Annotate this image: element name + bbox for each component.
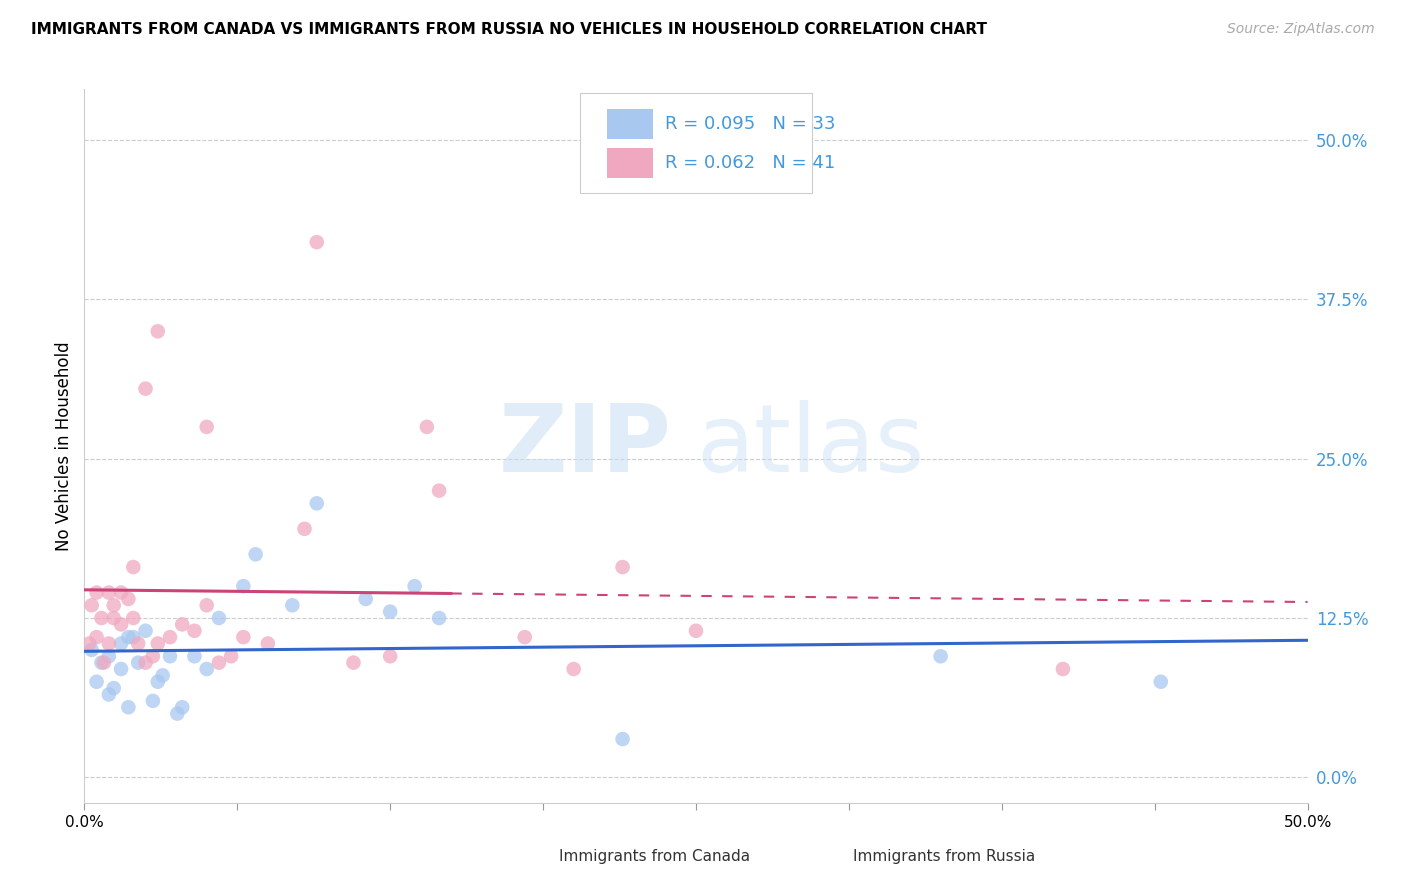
Point bbox=[416, 420, 439, 434]
Point bbox=[159, 630, 181, 644]
Point bbox=[257, 636, 280, 650]
Text: R = 0.062   N = 41: R = 0.062 N = 41 bbox=[665, 154, 835, 172]
FancyBboxPatch shape bbox=[513, 847, 550, 865]
Point bbox=[183, 624, 205, 638]
Point bbox=[142, 694, 165, 708]
Point bbox=[103, 611, 125, 625]
Point bbox=[97, 636, 120, 650]
Point bbox=[86, 674, 108, 689]
Point bbox=[146, 636, 169, 650]
Point bbox=[159, 649, 181, 664]
Point bbox=[208, 611, 231, 625]
Point bbox=[195, 420, 218, 434]
Point bbox=[117, 700, 139, 714]
Point bbox=[117, 630, 139, 644]
Point bbox=[90, 611, 112, 625]
Point bbox=[281, 599, 304, 613]
Point bbox=[122, 611, 145, 625]
Point bbox=[208, 656, 231, 670]
Point bbox=[232, 579, 254, 593]
FancyBboxPatch shape bbox=[606, 148, 654, 178]
Point bbox=[354, 591, 377, 606]
Point bbox=[146, 324, 169, 338]
Point bbox=[172, 700, 194, 714]
Point bbox=[195, 662, 218, 676]
Point bbox=[612, 732, 634, 747]
Point bbox=[1150, 674, 1173, 689]
Point bbox=[166, 706, 188, 721]
Text: ZIP: ZIP bbox=[499, 400, 672, 492]
Text: R = 0.095   N = 33: R = 0.095 N = 33 bbox=[665, 115, 837, 133]
Point bbox=[110, 617, 132, 632]
Point bbox=[86, 630, 108, 644]
Point bbox=[90, 656, 112, 670]
Text: IMMIGRANTS FROM CANADA VS IMMIGRANTS FROM RUSSIA NO VEHICLES IN HOUSEHOLD CORREL: IMMIGRANTS FROM CANADA VS IMMIGRANTS FRO… bbox=[31, 22, 987, 37]
Point bbox=[685, 624, 707, 638]
Y-axis label: No Vehicles in Household: No Vehicles in Household bbox=[55, 341, 73, 551]
Point bbox=[427, 483, 450, 498]
Point bbox=[380, 605, 402, 619]
Point bbox=[135, 624, 157, 638]
Point bbox=[135, 656, 157, 670]
Point bbox=[135, 382, 157, 396]
Point bbox=[97, 688, 120, 702]
FancyBboxPatch shape bbox=[579, 93, 813, 193]
Point bbox=[152, 668, 174, 682]
FancyBboxPatch shape bbox=[606, 109, 654, 139]
Point bbox=[342, 656, 364, 670]
Point bbox=[80, 599, 103, 613]
Point bbox=[245, 547, 267, 561]
Point bbox=[232, 630, 254, 644]
Point bbox=[122, 630, 145, 644]
Point bbox=[305, 496, 328, 510]
Text: Immigrants from Canada: Immigrants from Canada bbox=[560, 849, 749, 863]
Point bbox=[103, 681, 125, 695]
Point bbox=[1052, 662, 1074, 676]
Point bbox=[219, 649, 242, 664]
Point bbox=[513, 630, 536, 644]
Point bbox=[294, 522, 316, 536]
Point bbox=[195, 599, 218, 613]
FancyBboxPatch shape bbox=[806, 847, 842, 865]
Point bbox=[77, 636, 100, 650]
Point bbox=[562, 662, 585, 676]
Point bbox=[110, 636, 132, 650]
Point bbox=[80, 643, 103, 657]
Point bbox=[380, 649, 402, 664]
Point bbox=[929, 649, 952, 664]
Point bbox=[127, 656, 149, 670]
Point bbox=[97, 585, 120, 599]
Point bbox=[142, 649, 165, 664]
Point bbox=[117, 591, 139, 606]
Text: Source: ZipAtlas.com: Source: ZipAtlas.com bbox=[1227, 22, 1375, 37]
Point bbox=[127, 636, 149, 650]
Point bbox=[93, 656, 115, 670]
Point bbox=[404, 579, 426, 593]
Point bbox=[110, 585, 132, 599]
Point bbox=[97, 649, 120, 664]
Point bbox=[110, 662, 132, 676]
Point bbox=[305, 235, 328, 249]
Point bbox=[427, 611, 450, 625]
Point bbox=[612, 560, 634, 574]
Point bbox=[86, 585, 108, 599]
Text: Immigrants from Russia: Immigrants from Russia bbox=[852, 849, 1035, 863]
Text: atlas: atlas bbox=[696, 400, 924, 492]
Point bbox=[172, 617, 194, 632]
Point bbox=[183, 649, 205, 664]
Point bbox=[122, 560, 145, 574]
Point bbox=[146, 674, 169, 689]
Point bbox=[103, 599, 125, 613]
